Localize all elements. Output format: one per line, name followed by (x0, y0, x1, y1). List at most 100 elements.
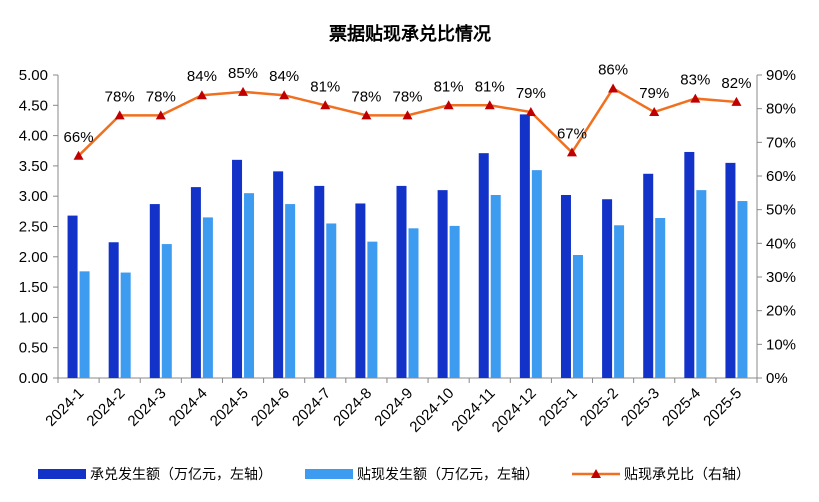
ratio-marker (238, 86, 249, 96)
legend-swatch (305, 469, 353, 479)
discount-bar (490, 194, 501, 378)
ratio-marker (361, 110, 372, 120)
acceptance-bar (519, 114, 530, 378)
x-tick-label: 2024-7 (289, 385, 334, 430)
ratio-marker (566, 147, 577, 157)
ratio-data-label: 84% (187, 68, 217, 85)
acceptance-bar (108, 242, 119, 378)
right-tick-label: 0% (766, 370, 788, 387)
ratio-data-label: 86% (598, 61, 628, 78)
x-tick-label: 2025-3 (618, 385, 663, 430)
chart-title: 票据贴现承兑比情况 (329, 23, 491, 45)
ratio-marker (196, 90, 207, 100)
discount-bar (696, 190, 707, 378)
ratio-data-label: 79% (516, 85, 546, 102)
left-tick-label: 3.00 (19, 188, 48, 205)
ratio-marker (525, 107, 536, 117)
x-tick-label: 2024-3 (125, 385, 170, 430)
discount-bar (655, 218, 666, 378)
ratio-data-label: 82% (721, 75, 751, 92)
acceptance-bar (478, 153, 489, 378)
legend: 承兑发生额（万亿元，左轴） 贴现发生额（万亿元，左轴） 贴现承兑比（右轴） (38, 467, 750, 483)
discount-bar (449, 225, 460, 378)
ratio-data-label: 67% (557, 125, 587, 142)
right-tick-label: 50% (766, 202, 796, 219)
x-tick-label: 2024-6 (248, 385, 293, 430)
acceptance-bar (684, 151, 695, 378)
ratio-marker (320, 100, 331, 110)
left-tick-label: 0.00 (19, 370, 48, 387)
acceptance-bar (602, 199, 613, 378)
x-tick-label: 2024-1 (42, 385, 87, 430)
acceptance-bar (314, 185, 325, 378)
ratio-marker (690, 93, 701, 103)
x-tick-label: 2024-10 (406, 385, 457, 436)
discount-bar (202, 217, 213, 378)
ratio-marker (443, 100, 454, 110)
ratio-line: 66% 78% 78% 84% 85% 84% 81% 78% 78% 81% 81% 79% 67% 8… (64, 61, 751, 160)
ratio-data-label: 81% (434, 78, 464, 95)
ratio-data-label: 78% (351, 88, 381, 105)
left-tick-label: 2.50 (19, 219, 48, 236)
discount-bar (408, 228, 419, 378)
ratio-data-label: 66% (64, 129, 94, 146)
acceptance-bar (396, 185, 407, 378)
right-tick-label: 40% (766, 235, 796, 252)
discount-bar (244, 193, 255, 378)
x-tick-label: 2024-2 (83, 385, 128, 430)
x-tick-label: 2025-4 (659, 385, 704, 430)
bars (67, 114, 748, 378)
discount-bar (531, 170, 542, 378)
ratio-marker (608, 83, 619, 93)
ratio-data-label: 78% (105, 88, 135, 105)
ratio-marker (73, 150, 84, 160)
ratio-marker (731, 96, 742, 106)
discount-bar (161, 244, 172, 378)
acceptance-bar (437, 190, 448, 378)
right-tick-label: 70% (766, 134, 796, 151)
left-tick-label: 1.50 (19, 279, 48, 296)
x-tick-label: 2024-12 (489, 385, 540, 436)
discount-bar (79, 271, 90, 378)
ratio-data-label: 81% (475, 78, 505, 95)
legend-swatch (38, 469, 86, 479)
acceptance-bar (149, 204, 160, 378)
x-tick-label: 2025-1 (536, 385, 581, 430)
left-tick-label: 4.50 (19, 97, 48, 114)
acceptance-bar (560, 194, 571, 378)
right-tick-label: 90% (766, 67, 796, 84)
acceptance-bar (67, 215, 78, 378)
right-tick-label: 60% (766, 168, 796, 185)
ratio-data-label: 81% (310, 78, 340, 95)
right-tick-label: 80% (766, 101, 796, 118)
ratio-marker (649, 107, 660, 117)
legend-label: 贴现发生额（万亿元，左轴） (357, 467, 539, 483)
discount-bar (614, 225, 625, 378)
acceptance-bar (355, 203, 366, 378)
x-tick-label: 2024-8 (330, 385, 375, 430)
left-tick-label: 1.00 (19, 309, 48, 326)
right-tick-label: 10% (766, 336, 796, 353)
acceptance-bar (725, 162, 736, 378)
discount-bar (285, 204, 296, 378)
ratio-marker (484, 100, 495, 110)
discount-bar (572, 254, 583, 378)
discount-bar (367, 241, 378, 378)
ratio-data-label: 78% (392, 88, 422, 105)
axes: 0.00 0.50 1.00 1.50 2.00 2.50 3.00 3.50 4.00 4.50… (19, 67, 796, 436)
ratio-data-label: 78% (146, 88, 176, 105)
right-tick-label: 20% (766, 303, 796, 320)
acceptance-bar (190, 187, 201, 378)
discount-bar (120, 272, 131, 378)
ratio-data-label: 83% (680, 72, 710, 89)
legend-marker (591, 469, 601, 478)
discount-bar (737, 201, 748, 378)
ratio-marker (155, 110, 166, 120)
x-tick-label: 2025-2 (577, 385, 622, 430)
acceptance-bar (232, 159, 243, 378)
left-tick-label: 2.00 (19, 249, 48, 266)
acceptance-bar (643, 173, 654, 378)
left-tick-label: 3.50 (19, 158, 48, 175)
x-tick-label: 2024-5 (207, 385, 252, 430)
